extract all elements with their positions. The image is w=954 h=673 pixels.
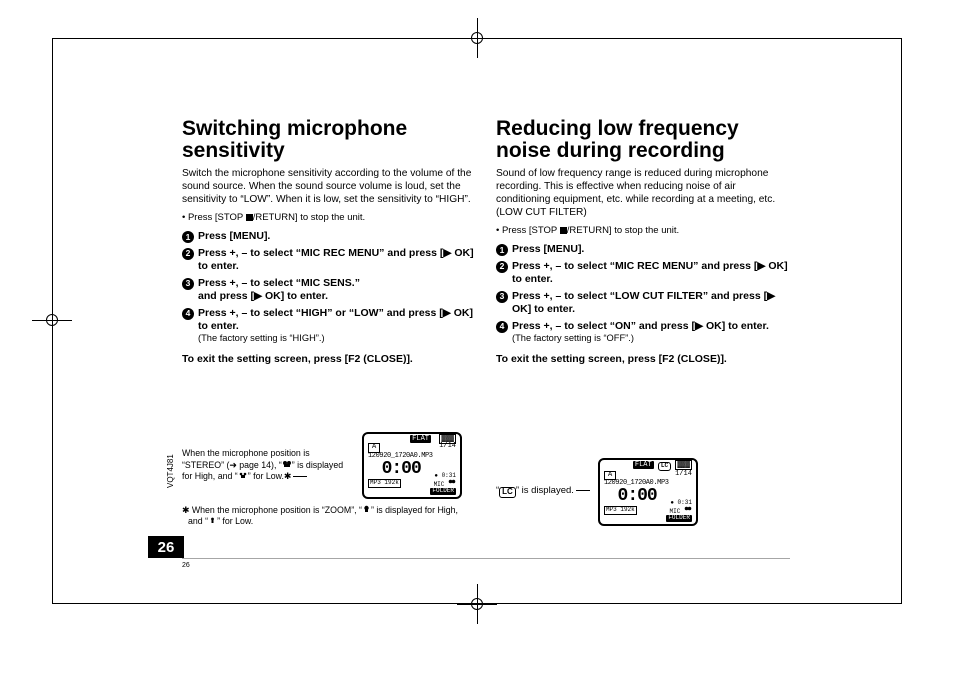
step-text: Press +, – to select “LOW CUT FILTER” an… (512, 290, 775, 315)
registration-mark-bottom (457, 584, 497, 624)
stop-icon (246, 214, 253, 221)
step-number: 2 (182, 248, 194, 260)
mic-high-zoom-icon (362, 505, 371, 514)
lcd-flat: FLAT (633, 461, 654, 469)
mic-high-stereo-icon (282, 460, 292, 469)
step-text: Press [MENU]. (198, 230, 270, 242)
lcd-folder-label: FOLDER (666, 515, 692, 521)
doc-code: VQT4J81 (166, 454, 175, 488)
figure-right: “LC” is displayed. FLAT LC ▓▓▓ A1/14 120… (496, 458, 790, 526)
step-number: 1 (182, 231, 194, 243)
step-text: Press +, – to select “HIGH” or “LOW” and… (198, 307, 473, 332)
step-text: Press +, – to select “MIC SENS.” and pre… (198, 277, 360, 302)
mic-sens-icon (448, 479, 456, 486)
lcd-track: 1/14 (439, 443, 456, 452)
stop-note-post: /RETURN] to stop the unit. (253, 212, 365, 223)
figure-right-caption: “LC” is displayed. (496, 485, 590, 498)
intro-mic-sensitivity: Switch the microphone sensitivity accord… (182, 167, 474, 206)
step-sub: (The factory setting is “OFF”.) (512, 333, 790, 345)
lc-badge-icon: LC (658, 462, 671, 471)
lcd-folder-label: FOLDER (430, 488, 456, 494)
stop-note-pre: Press [STOP (188, 212, 246, 223)
exit-note-right: To exit the setting screen, press [F2 (C… (496, 353, 790, 366)
step-text: Press +, – to select “ON” and press [▶ O… (512, 320, 769, 332)
step-3-right: 3 Press +, – to select “LOW CUT FILTER” … (496, 290, 790, 317)
lcd-time: 0:00 (618, 487, 657, 506)
section-mic-sensitivity: Switching microphone sensitivity Switch … (182, 118, 474, 367)
step-text: Press +, – to select “MIC REC MENU” and … (198, 247, 474, 272)
step-4-right: 4 Press +, – to select “ON” and press [▶… (496, 320, 790, 345)
exit-note-left: To exit the setting screen, press [F2 (C… (182, 353, 474, 366)
step-4-left: 4 Press +, – to select “HIGH” or “LOW” a… (182, 307, 474, 346)
lcd-bitrate: MP3 192k (368, 479, 401, 488)
step-1-left: 1 Press [MENU]. (182, 230, 474, 243)
footnote-zoom: ✱ When the microphone position is “ZOOM”… (182, 505, 474, 526)
registration-mark-left (32, 300, 72, 340)
battery-icon: ▓▓▓ (675, 460, 692, 470)
page-number-small: 26 (182, 562, 190, 569)
mic-low-zoom-icon (208, 516, 217, 525)
lcd-time: 0:00 (382, 460, 421, 479)
step-text: Press +, – to select “MIC REC MENU” and … (512, 260, 788, 285)
stop-note-pre: Press [STOP (502, 225, 560, 236)
lcd-track: 1/14 (675, 471, 692, 480)
mic-low-stereo-icon (238, 471, 248, 480)
step-number: 4 (496, 321, 508, 333)
content-area: Switching microphone sensitivity Switch … (182, 118, 790, 367)
step-1-right: 1 Press [MENU]. (496, 243, 790, 256)
figure-left: When the microphone position is “STEREO”… (182, 432, 474, 526)
step-text: Press [MENU]. (512, 243, 584, 255)
registration-mark-top (457, 18, 497, 58)
step-number: 3 (182, 278, 194, 290)
mic-sens-icon (684, 506, 692, 513)
step-number: 4 (182, 308, 194, 320)
stop-note-post: /RETURN] to stop the unit. (567, 225, 679, 236)
footer-rule (182, 558, 790, 559)
step-number: 2 (496, 261, 508, 273)
heading-mic-sensitivity: Switching microphone sensitivity (182, 118, 474, 162)
step-2-left: 2 Press +, – to select “MIC REC MENU” an… (182, 247, 474, 274)
lcd-bitrate: MP3 192k (604, 506, 637, 515)
section-low-cut: Reducing low frequency noise during reco… (496, 118, 790, 367)
stop-note-left: • Press [STOP /RETURN] to stop the unit. (182, 212, 474, 224)
step-3-left: 3 Press +, – to select “MIC SENS.” and p… (182, 277, 474, 304)
page-number-tab: 26 (148, 536, 184, 558)
intro-low-cut: Sound of low frequency range is reduced … (496, 167, 790, 219)
stop-icon (560, 227, 567, 234)
step-number: 3 (496, 291, 508, 303)
step-sub: (The factory setting is “HIGH”.) (198, 333, 474, 345)
stop-note-right: • Press [STOP /RETURN] to stop the unit. (496, 225, 790, 237)
lcd-display-left: FLAT ▓▓▓ A1/14 120920_1720A0.MP3 0:00● 0… (362, 432, 462, 499)
lcd-display-right: FLAT LC ▓▓▓ A1/14 120920_1720A0.MP3 0:00… (598, 458, 698, 526)
step-number: 1 (496, 244, 508, 256)
lc-badge-icon: LC (499, 487, 516, 498)
heading-low-cut: Reducing low frequency noise during reco… (496, 118, 790, 162)
step-2-right: 2 Press +, – to select “MIC REC MENU” an… (496, 260, 790, 287)
figure-left-caption: When the microphone position is “STEREO”… (182, 448, 350, 482)
lcd-flat: FLAT (410, 435, 431, 443)
